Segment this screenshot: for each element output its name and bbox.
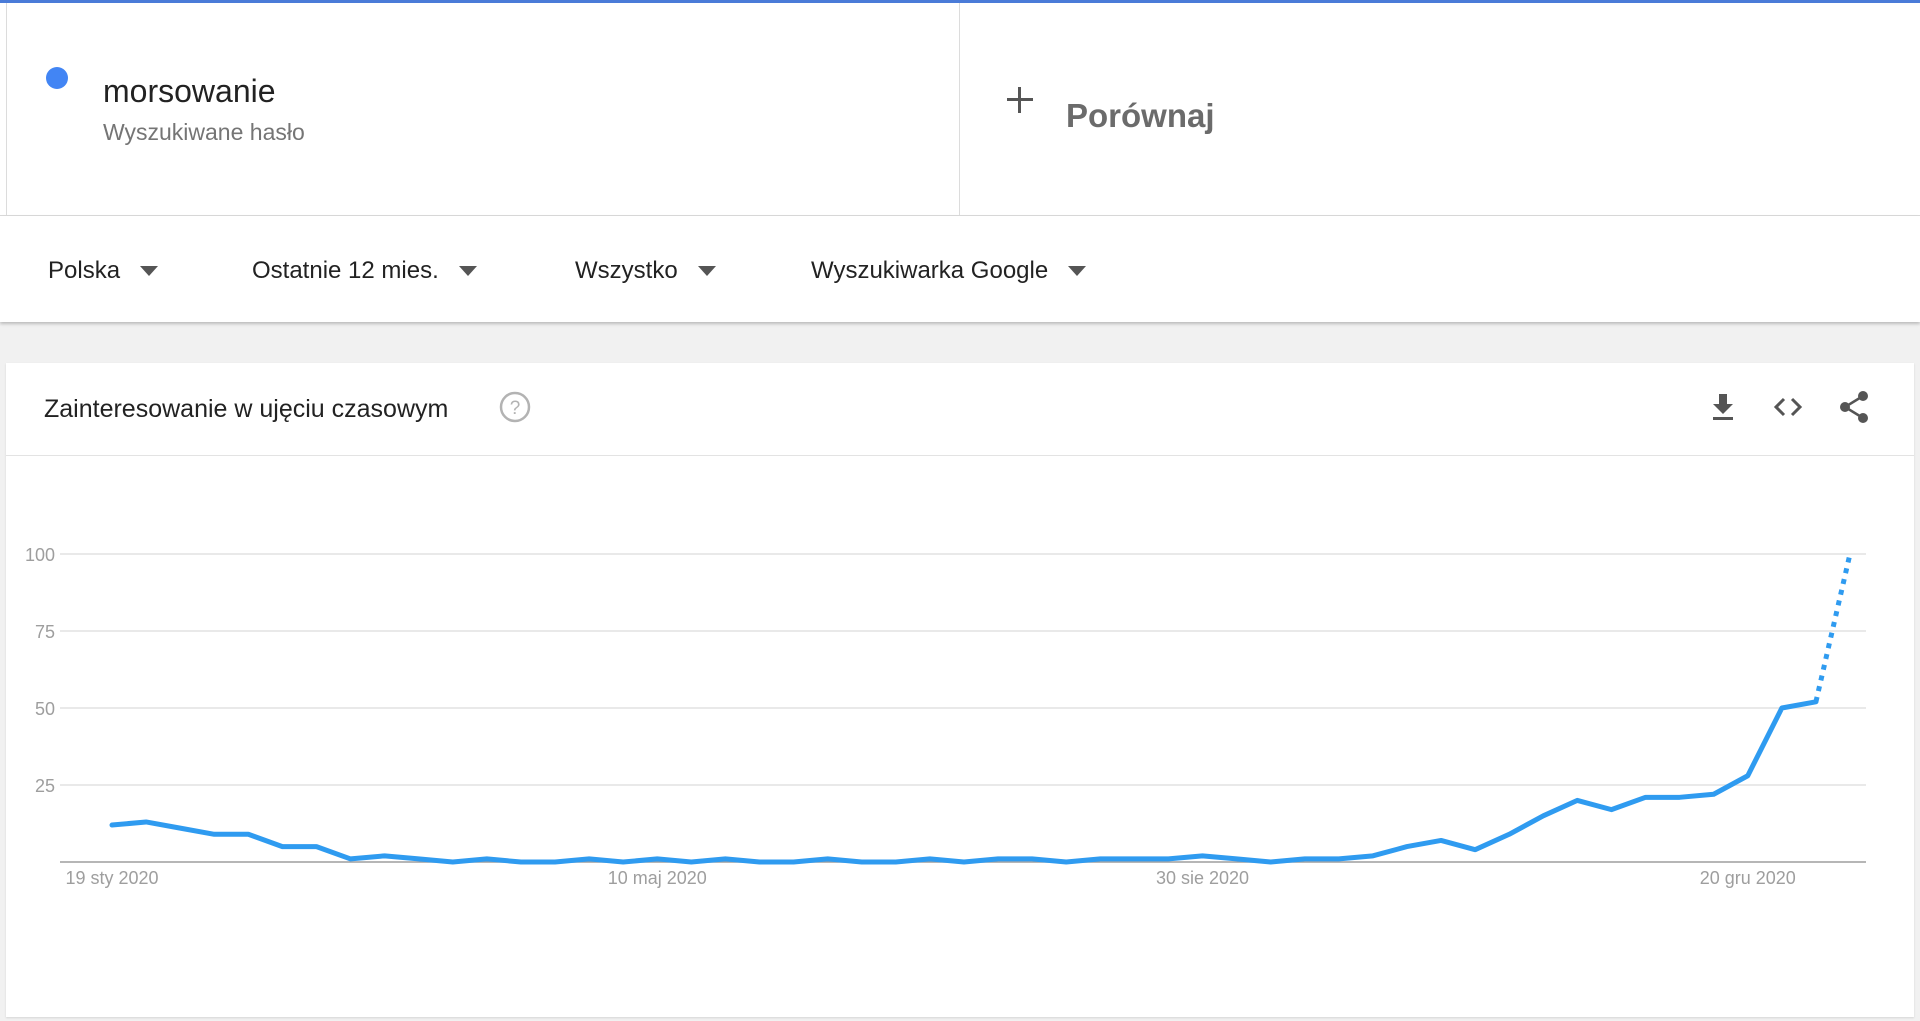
series-partial-line: [1813, 553, 1853, 703]
filter-region-label: Polska: [48, 257, 121, 284]
data-point: [996, 856, 1001, 861]
dropdown-arrow-icon: [697, 266, 716, 276]
top-accent-line: [0, 0, 1920, 3]
data-point: [212, 832, 217, 837]
data-point: [518, 860, 523, 865]
search-term-card[interactable]: morsowanie Wyszukiwane hasło: [6, 3, 960, 215]
data-point: [1677, 795, 1682, 800]
data-point: [1234, 856, 1239, 861]
data-point: [1609, 807, 1614, 812]
compare-button[interactable]: Porównaj: [960, 3, 1920, 215]
filter-time-range[interactable]: Ostatnie 12 mies.: [252, 254, 477, 288]
data-point: [144, 819, 149, 824]
x-tick-label: 30 sie 2020: [1156, 868, 1249, 888]
data-point: [1064, 860, 1069, 865]
data-point: [621, 860, 626, 865]
svg-text:?: ?: [510, 398, 521, 419]
y-tick-label: 25: [35, 776, 55, 796]
y-tick-label: 100: [25, 545, 55, 565]
data-point: [1268, 860, 1273, 865]
data-point: [178, 826, 183, 831]
dropdown-arrow-icon: [140, 266, 159, 276]
search-terms-bar: morsowanie Wyszukiwane hasło Porównaj: [0, 3, 1920, 216]
dropdown-arrow-icon: [1068, 266, 1087, 276]
data-point: [110, 823, 115, 828]
data-point: [1507, 832, 1512, 837]
chart-area: 25 50 75 100 19 sty 2020 10 maj 2020 30 sie 20…: [6, 455, 1914, 1017]
data-point: [348, 856, 353, 861]
data-point: [450, 860, 455, 865]
compare-label: Porównaj: [1066, 97, 1215, 134]
term-color-dot: [46, 67, 68, 89]
x-tick-label: 10 maj 2020: [608, 868, 707, 888]
card-header: Zainteresowanie w ujęciu czasowym ?: [6, 363, 1914, 456]
embed-code-icon[interactable]: [1770, 389, 1806, 425]
data-point: [1711, 792, 1716, 797]
plus-icon: [1005, 85, 1035, 115]
data-point: [791, 860, 796, 865]
data-point: [1643, 795, 1648, 800]
help-icon[interactable]: ?: [499, 391, 531, 423]
filter-region[interactable]: Polska: [48, 254, 159, 288]
filter-search-type[interactable]: Wyszukiwarka Google: [811, 254, 1087, 288]
data-point: [416, 856, 421, 861]
data-point: [314, 844, 319, 849]
data-point: [1473, 847, 1478, 852]
data-point: [893, 860, 898, 865]
dropdown-arrow-icon: [458, 266, 477, 276]
data-point: [655, 856, 660, 861]
data-point: [382, 853, 387, 858]
filter-time-range-label: Ostatnie 12 mies.: [252, 257, 439, 284]
data-point: [757, 860, 762, 865]
download-icon[interactable]: [1705, 389, 1741, 425]
term-subtitle: Wyszukiwane hasło: [103, 119, 305, 145]
data-point: [859, 860, 864, 865]
data-point: [689, 860, 694, 865]
data-point: [1200, 853, 1205, 858]
filter-bar: Polska Ostatnie 12 mies. Wszystko Wyszuk…: [0, 216, 1920, 322]
filter-search-type-label: Wyszukiwarka Google: [811, 257, 1049, 284]
data-point: [1439, 838, 1444, 843]
data-point: [1132, 856, 1137, 861]
y-tick-label: 75: [35, 622, 55, 642]
filter-category-label: Wszystko: [575, 257, 678, 284]
share-icon[interactable]: [1836, 389, 1872, 425]
data-point: [1404, 844, 1409, 849]
data-point: [1848, 552, 1853, 557]
data-point: [1336, 856, 1341, 861]
data-point: [961, 860, 966, 865]
data-point: [1370, 853, 1375, 858]
data-point: [553, 860, 558, 865]
y-tick-label: 50: [35, 699, 55, 719]
data-point: [723, 856, 728, 861]
interest-line-chart: 25 50 75 100 19 sty 2020 10 maj 2020 30 sie 20…: [25, 545, 1866, 888]
data-point: [1813, 699, 1818, 704]
data-point: [484, 856, 489, 861]
data-point: [1166, 856, 1171, 861]
data-point: [246, 832, 251, 837]
data-point: [1779, 706, 1784, 711]
data-point: [927, 856, 932, 861]
x-tick-label: 20 gru 2020: [1700, 868, 1796, 888]
data-point: [1575, 798, 1580, 803]
term-name: morsowanie: [103, 73, 276, 109]
interest-over-time-card: Zainteresowanie w ujęciu czasowym ? 25 50…: [6, 363, 1914, 1017]
series-line: [109, 699, 1819, 865]
data-point: [1098, 856, 1103, 861]
data-point: [280, 844, 285, 849]
data-point: [1745, 773, 1750, 778]
card-title: Zainteresowanie w ujęciu czasowym: [44, 395, 449, 423]
data-point: [587, 856, 592, 861]
x-tick-label: 19 sty 2020: [65, 868, 158, 888]
data-point: [1030, 856, 1035, 861]
data-point: [825, 856, 830, 861]
filter-category[interactable]: Wszystko: [575, 254, 716, 288]
data-point: [1302, 856, 1307, 861]
data-point: [1541, 813, 1546, 818]
